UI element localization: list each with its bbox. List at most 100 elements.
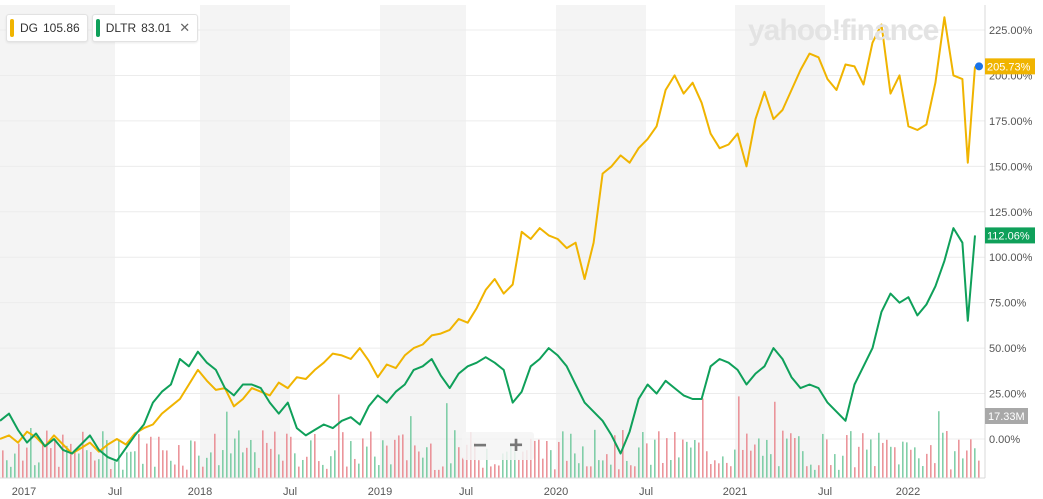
volume-bar <box>14 453 16 478</box>
dltr-value: 83.01 <box>141 21 172 35</box>
volume-bar <box>922 466 924 478</box>
volume-bar <box>70 443 72 478</box>
volume-bar <box>50 448 52 478</box>
volume-bar <box>370 431 372 478</box>
volume-bar <box>838 469 840 478</box>
volume-bar <box>222 450 224 478</box>
volume-bar <box>766 439 768 478</box>
volume-bar <box>198 455 200 478</box>
volume-bar <box>42 443 44 478</box>
volume-bar <box>650 464 652 478</box>
volume-bar <box>718 463 720 478</box>
volume-bar <box>754 444 756 478</box>
volume-bar <box>750 450 752 478</box>
series-line-dltr <box>0 227 976 462</box>
half-year-band <box>735 5 825 478</box>
volume-bar <box>798 436 800 478</box>
price-tags: 205.73% 112.06% 17.33M <box>975 58 1035 424</box>
volume-bar <box>734 449 736 478</box>
volume-bar <box>790 433 792 478</box>
y-tick-label: 50.00% <box>989 343 1027 355</box>
volume-bar <box>266 442 268 478</box>
y-tick-label: 0.00% <box>989 434 1020 446</box>
volume-bar <box>814 469 816 478</box>
zoom-in-button[interactable]: + <box>508 432 523 459</box>
x-tick-label: 2019 <box>368 486 392 498</box>
volume-bar <box>418 451 420 478</box>
volume-bar <box>342 432 344 478</box>
volume-bar <box>258 467 260 478</box>
volume-bar <box>682 439 684 478</box>
volume-bar <box>146 443 148 478</box>
volume-bar <box>174 464 176 478</box>
close-icon[interactable]: ✕ <box>179 20 191 35</box>
volume-bar <box>494 464 496 478</box>
volume-bar <box>474 442 476 478</box>
volume-bar <box>758 438 760 478</box>
volume-bar <box>30 427 32 478</box>
zoom-out-button[interactable]: − <box>472 432 487 459</box>
volume-bar <box>962 458 964 478</box>
volume-bar <box>546 441 548 478</box>
volume-bar <box>394 439 396 478</box>
legend-chip-dg[interactable]: DG 105.86 <box>6 14 88 42</box>
volume-bar <box>806 466 808 478</box>
volume-bar <box>950 469 952 478</box>
volume-bar <box>858 446 860 478</box>
volume-bar <box>710 464 712 478</box>
volume-bar <box>570 433 572 478</box>
volume-bar <box>582 446 584 478</box>
volume-bar <box>330 456 332 478</box>
volume-bar <box>550 450 552 478</box>
volume-bar <box>898 464 900 478</box>
volume-bar <box>62 434 64 478</box>
volume-bar <box>686 441 688 478</box>
volume-bar <box>842 455 844 478</box>
volume-bar <box>382 440 384 478</box>
volume-bar <box>870 439 872 478</box>
volume-bar <box>134 451 136 478</box>
volume-bar <box>354 458 356 478</box>
volume-bar <box>490 466 492 478</box>
half-year-band <box>556 5 646 478</box>
volume-bar <box>514 451 516 478</box>
y-tick-label: 225.00% <box>989 25 1033 37</box>
volume-bar <box>422 457 424 478</box>
x-tick-label: 2017 <box>12 486 36 498</box>
volume-bar <box>594 429 596 478</box>
volume-bar <box>318 461 320 478</box>
volume-bar <box>74 451 76 478</box>
volume-bar <box>298 466 300 478</box>
legend-chip-dltr[interactable]: DLTR 83.01 ✕ <box>91 14 199 42</box>
volume-bar <box>802 451 804 478</box>
volume-bar <box>462 457 464 478</box>
volume-bar <box>846 435 848 478</box>
volume-bar <box>82 431 84 478</box>
volume-bar <box>810 464 812 478</box>
volume-bar <box>910 449 912 478</box>
volume-bar <box>326 468 328 478</box>
volume-bar <box>674 432 676 478</box>
volume-bar <box>502 453 504 478</box>
x-tick-label: 2018 <box>188 486 212 498</box>
volume-bar <box>886 439 888 478</box>
half-year-band <box>200 5 290 478</box>
volume-bar <box>874 466 876 478</box>
volume-bar <box>410 416 412 478</box>
volume-bar <box>34 465 36 478</box>
volume-bar <box>398 435 400 478</box>
x-tick-label: 2021 <box>723 486 747 498</box>
volume-bar <box>614 435 616 478</box>
volume-bar <box>958 439 960 478</box>
volume-bar <box>586 466 588 478</box>
volume-bar <box>622 430 624 478</box>
volume-bar <box>722 456 724 478</box>
half-year-band <box>0 5 24 478</box>
volume-bar <box>178 445 180 478</box>
volume-bar <box>306 456 308 478</box>
volume-bar <box>966 450 968 478</box>
volume-bar <box>274 431 276 478</box>
volume-bar <box>278 454 280 478</box>
volume-bar <box>970 439 972 478</box>
